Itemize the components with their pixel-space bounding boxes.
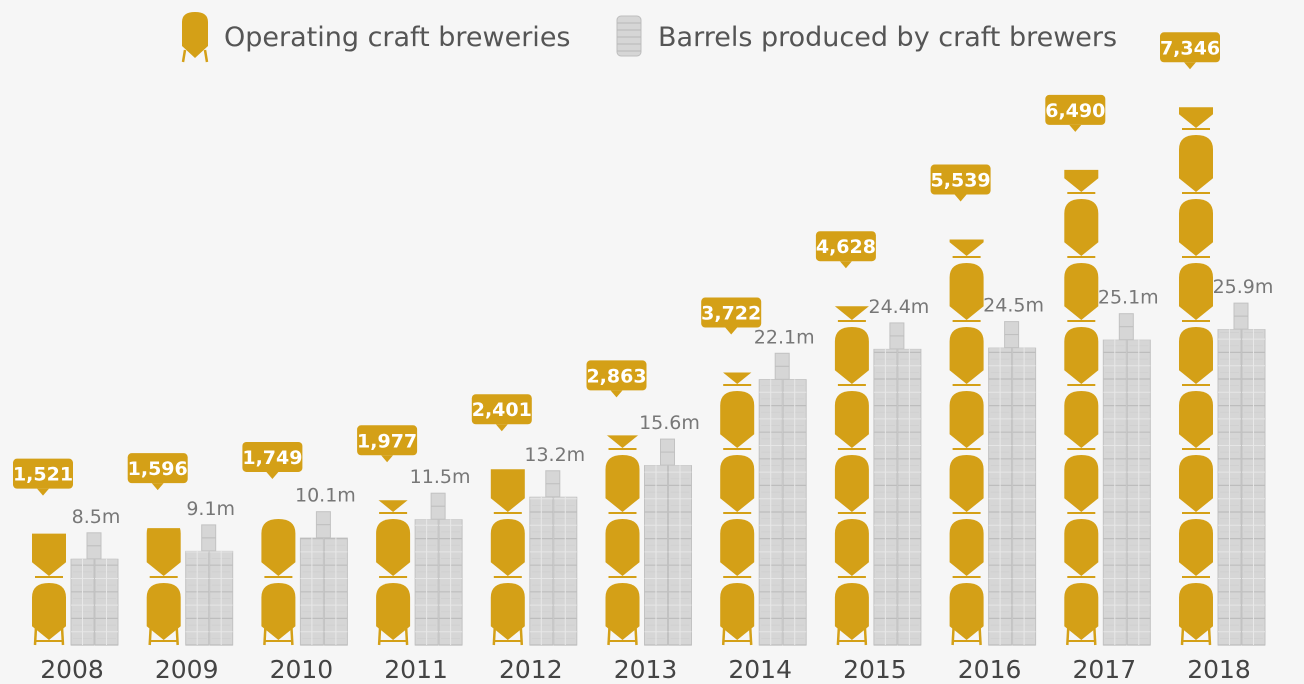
barrel-stack-icon bbox=[616, 15, 642, 57]
barrel-bar-2010 bbox=[299, 511, 348, 646]
brewery-value-label-2012: 2,401 bbox=[472, 394, 532, 432]
barrel-value-label-2012: 13.2m bbox=[524, 444, 585, 466]
year-group-2017: 6,490 25.1m 2017 bbox=[1045, 94, 1159, 684]
barrel-value-label-2018: 25.9m bbox=[1213, 276, 1274, 298]
year-label-2010: 2010 bbox=[270, 655, 334, 684]
barrel-bar-2017 bbox=[1102, 313, 1151, 646]
brewery-bar-2013 bbox=[605, 435, 640, 646]
year-group-2016: 5,539 24.5m 2016 bbox=[931, 164, 1044, 684]
barrel-value-label-2015: 24.4m bbox=[868, 296, 929, 318]
legend-label-barrels: Barrels produced by craft brewers bbox=[658, 22, 1118, 53]
brewery-value-label-2018: 7,346 bbox=[1160, 32, 1220, 70]
svg-text:1,521: 1,521 bbox=[13, 464, 73, 486]
year-label-2016: 2016 bbox=[958, 655, 1022, 684]
year-group-2013: 2,863 15.6m 2013 bbox=[586, 360, 700, 684]
barrel-bar-2011 bbox=[414, 492, 463, 646]
barrel-bar-2008 bbox=[70, 532, 119, 646]
brewery-bar-2011 bbox=[376, 500, 411, 646]
brewery-bar-2018 bbox=[1179, 107, 1213, 646]
svg-text:5,539: 5,539 bbox=[931, 170, 991, 192]
barrel-value-label-2009: 9.1m bbox=[186, 498, 235, 520]
barrel-bar-2013 bbox=[644, 438, 692, 646]
barrel-bar-2015 bbox=[873, 322, 922, 646]
svg-text:1,977: 1,977 bbox=[357, 430, 417, 452]
barrel-bar-2009 bbox=[185, 524, 234, 646]
year-label-2012: 2012 bbox=[499, 655, 563, 684]
year-group-2012: 2,401 13.2m 2012 bbox=[472, 394, 585, 684]
svg-text:2,863: 2,863 bbox=[586, 365, 646, 387]
brewery-value-label-2008: 1,521 bbox=[13, 458, 73, 496]
brewery-value-label-2014: 3,722 bbox=[701, 297, 761, 335]
year-group-2018: 7,346 25.9m 2018 bbox=[1160, 32, 1274, 684]
svg-text:6,490: 6,490 bbox=[1045, 100, 1105, 122]
year-group-2010: 1,749 10.1m 2010 bbox=[242, 441, 356, 684]
brewery-value-label-2015: 4,628 bbox=[816, 231, 876, 269]
svg-text:1,749: 1,749 bbox=[242, 447, 302, 469]
year-group-2015: 4,628 24.4m 2015 bbox=[816, 231, 929, 684]
barrel-value-label-2014: 22.1m bbox=[754, 326, 815, 348]
year-group-2008: 1,521 8.5m 2008 bbox=[13, 458, 121, 684]
brewery-bar-2008 bbox=[32, 533, 66, 646]
year-label-2014: 2014 bbox=[728, 655, 792, 684]
fermentation-tank-icon bbox=[181, 12, 209, 63]
brewery-bar-2016 bbox=[949, 239, 984, 646]
brewery-value-label-2011: 1,977 bbox=[357, 425, 417, 463]
brewery-value-label-2010: 1,749 bbox=[242, 441, 302, 479]
year-label-2013: 2013 bbox=[614, 655, 678, 684]
barrel-value-label-2017: 25.1m bbox=[1098, 287, 1159, 309]
brewery-bar-2012 bbox=[490, 469, 525, 646]
barrel-value-label-2013: 15.6m bbox=[639, 412, 700, 434]
brewery-value-label-2009: 1,596 bbox=[128, 453, 188, 491]
barrel-value-label-2008: 8.5m bbox=[72, 506, 121, 528]
year-label-2011: 2011 bbox=[384, 655, 448, 684]
brewery-bar-2017 bbox=[1064, 169, 1099, 646]
barrel-bar-2012 bbox=[529, 470, 578, 646]
svg-text:3,722: 3,722 bbox=[701, 303, 761, 325]
year-label-2009: 2009 bbox=[155, 655, 219, 684]
barrel-bar-2018 bbox=[1217, 302, 1266, 646]
brewery-bar-2010 bbox=[261, 519, 296, 646]
svg-text:7,346: 7,346 bbox=[1160, 37, 1220, 59]
svg-text:4,628: 4,628 bbox=[816, 236, 876, 258]
year-label-2015: 2015 bbox=[843, 655, 907, 684]
barrel-value-label-2016: 24.5m bbox=[983, 295, 1044, 317]
brewery-value-label-2013: 2,863 bbox=[586, 360, 647, 398]
brewery-value-label-2017: 6,490 bbox=[1045, 94, 1105, 132]
brewery-bar-2015 bbox=[834, 306, 869, 646]
legend: Operating craft breweries Barrels produc… bbox=[0, 10, 1304, 66]
barrel-value-label-2011: 11.5m bbox=[410, 466, 471, 488]
barrel-bar-2016 bbox=[988, 321, 1037, 646]
brewery-value-label-2016: 5,539 bbox=[931, 164, 991, 202]
year-group-2009: 1,596 9.1m 2009 bbox=[128, 453, 235, 684]
barrel-bar-2014 bbox=[758, 352, 807, 646]
year-label-2018: 2018 bbox=[1187, 655, 1251, 684]
legend-label-breweries: Operating craft breweries bbox=[224, 22, 571, 53]
svg-text:1,596: 1,596 bbox=[128, 458, 188, 480]
barrel-value-label-2010: 10.1m bbox=[295, 485, 356, 507]
brewery-bar-2014 bbox=[720, 372, 755, 646]
year-group-2011: 1,977 11.5m 2011 bbox=[357, 425, 471, 684]
svg-text:2,401: 2,401 bbox=[472, 399, 532, 421]
year-label-2008: 2008 bbox=[40, 655, 104, 684]
brewery-bar-2009 bbox=[146, 528, 181, 646]
year-label-2017: 2017 bbox=[1072, 655, 1136, 684]
